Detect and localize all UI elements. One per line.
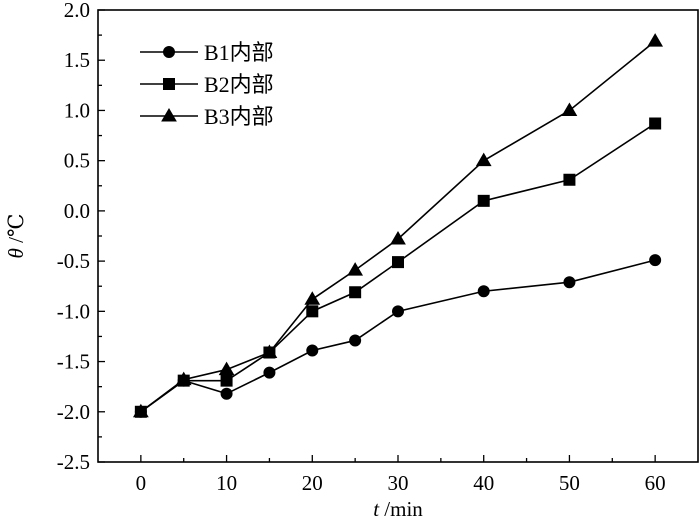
x-axis-title-text: /min [379,497,423,521]
x-tick-label: 50 [559,471,580,495]
series-line [140,259,656,413]
data-point [475,152,492,167]
axes: -2.5 -2.0 -1.5 -1.0 -0.5 0.0 0.5 1.0 1.5 2.0 0 10 20… [57,0,699,495]
data-point [306,305,319,318]
data-point [263,366,276,379]
data-point [392,305,404,318]
data-point [392,256,404,269]
data-point [477,194,490,207]
y-tick-label: 0.0 [64,199,90,223]
legend-label: B1内部 [204,40,274,65]
series-3 [132,33,664,418]
data-point [132,403,149,418]
legend-label: B3内部 [204,104,274,129]
y-axis-title-text: /℃ [4,214,28,249]
data-point [647,33,664,47]
data-point [220,387,233,400]
x-axis-title: t /min [373,497,423,521]
y-axis-title: θ /℃ [4,214,28,259]
legend: B1内部 B2内部 B3内部 [140,40,274,129]
series-line [140,122,656,413]
legend-marker [163,78,175,90]
data-point [649,117,662,130]
y-tick-label: 0.5 [64,149,90,173]
data-point [218,361,235,376]
data-point [261,344,278,359]
data-point [306,344,319,357]
x-tick-label: 10 [216,471,237,495]
data-point [347,262,364,276]
data-point [563,276,576,289]
x-tick-label: 60 [645,471,666,495]
data-point [349,334,362,347]
data-point [349,286,362,299]
y-tick-label: 1.0 [64,98,90,122]
data-point [563,173,576,186]
y-tick-label: -1.5 [57,350,90,374]
x-tick-label: 30 [388,471,409,495]
y-tick-label: -1.0 [57,299,90,323]
legend-marker [163,46,175,58]
data-point [175,371,192,386]
plot-area [132,33,664,418]
data-point [220,374,233,387]
y-tick-label: 2.0 [64,0,90,22]
data-point [304,291,321,305]
legend-marker [161,108,177,122]
data-point [390,231,406,245]
data-point [649,254,662,267]
data-point [477,285,490,298]
series-line [140,40,656,413]
y-tick-label: -0.5 [57,249,90,273]
y-tick-label: -2.0 [57,400,90,424]
y-tick-label: 1.5 [64,48,90,72]
x-tick-label: 20 [302,471,323,495]
x-tick-label: 0 [136,471,147,495]
legend-label: B2内部 [204,72,274,97]
y-tick-label: -2.5 [57,450,90,474]
x-tick-label: 40 [473,471,494,495]
series-1 [134,254,662,418]
data-point [561,102,578,116]
